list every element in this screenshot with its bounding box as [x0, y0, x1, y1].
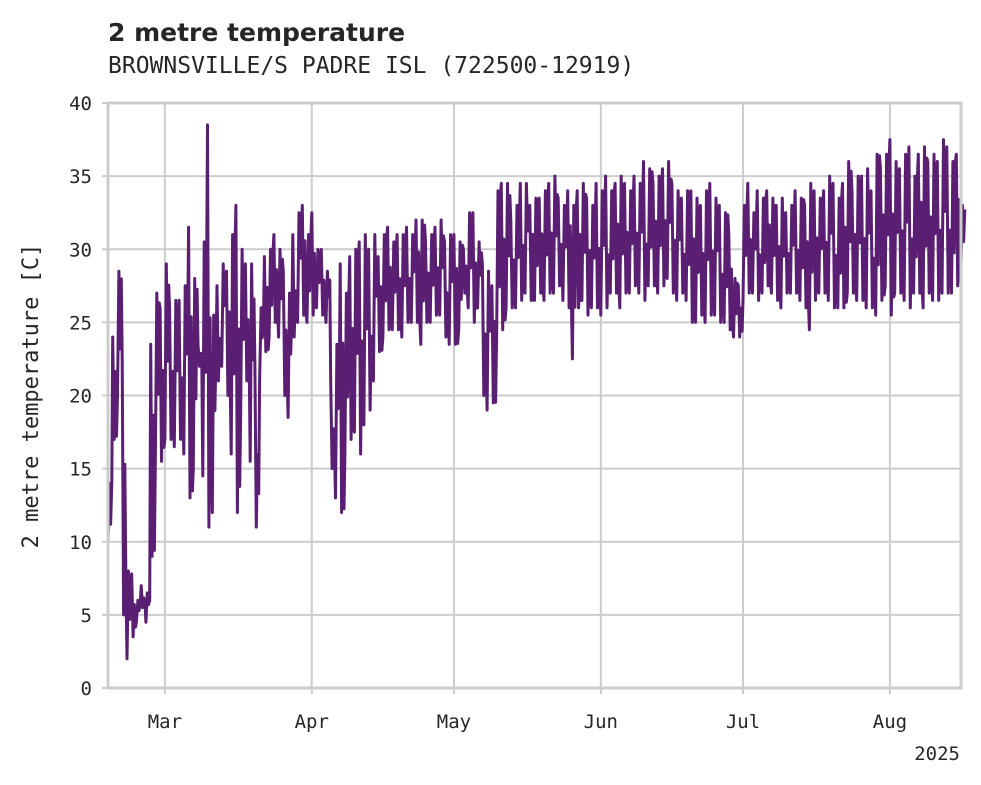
x-axis-ticks: Mar Apr May Jun Jul Aug: [148, 688, 907, 733]
y-tick-label: 30: [69, 239, 92, 261]
plot-area: [106, 123, 967, 661]
y-tick-label: 10: [69, 532, 92, 554]
y-axis-label: 2 metre temperature [C]: [19, 244, 44, 549]
x-tick-label: Jun: [584, 711, 618, 733]
x-tick-label: Apr: [295, 711, 329, 733]
y-tick-label: 40: [69, 93, 92, 115]
temperature-series-line: [106, 123, 967, 661]
y-tick-label: 0: [81, 678, 92, 700]
chart-subtitle: BROWNSVILLE/S PADRE ISL (722500-12919): [108, 53, 634, 79]
chart-title: 2 metre temperature: [108, 18, 405, 47]
x-tick-label: Jul: [726, 711, 760, 733]
y-tick-label: 15: [69, 459, 92, 481]
x-axis-year-label: 2025: [914, 743, 960, 765]
x-tick-label: May: [437, 711, 471, 733]
y-tick-label: 35: [69, 166, 92, 188]
plot-frame: [106, 101, 963, 690]
y-tick-label: 5: [81, 605, 92, 627]
x-tick-label: Aug: [873, 711, 907, 733]
y-tick-label: 20: [69, 386, 92, 408]
x-tick-label: Mar: [148, 711, 182, 733]
y-tick-label: 25: [69, 312, 92, 334]
y-axis-ticks: 0 5 10 15 20 25 30 35 40: [69, 93, 108, 700]
